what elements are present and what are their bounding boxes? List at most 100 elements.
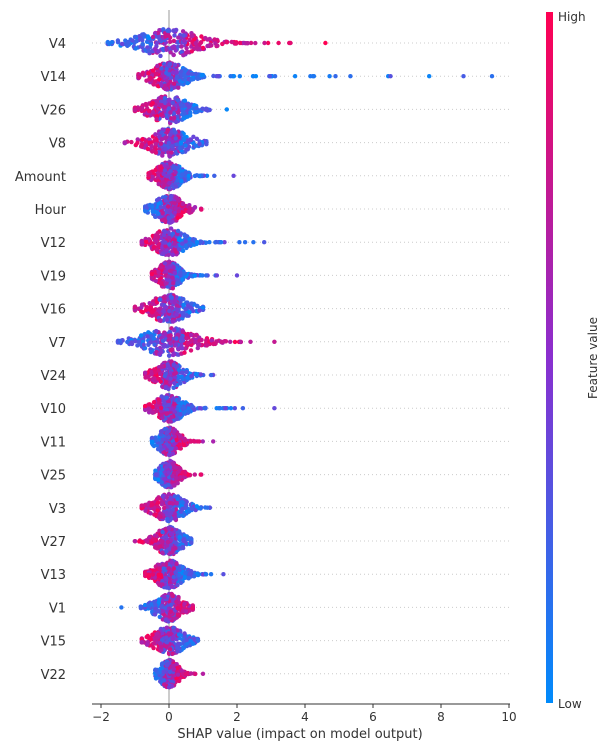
shap-point (194, 136, 200, 141)
shap-point (191, 134, 196, 139)
shap-point (189, 301, 194, 306)
shap-point (147, 140, 152, 145)
shap-point (151, 336, 157, 341)
shap-point (187, 310, 192, 315)
shap-point (154, 116, 159, 122)
shap-point (119, 605, 124, 610)
shap-point (174, 336, 179, 341)
shap-point (139, 239, 144, 245)
shap-point (146, 70, 151, 76)
shap-point (174, 142, 179, 147)
shap-point (129, 139, 134, 145)
shap-point (245, 41, 250, 46)
shap-point (184, 336, 189, 341)
shap-point (205, 505, 210, 510)
shap-point (461, 74, 466, 79)
shap-point (161, 562, 166, 567)
shap-point (184, 369, 189, 375)
shap-point (164, 543, 170, 548)
shap-point (221, 572, 226, 577)
shap-point (189, 506, 195, 511)
shap-point (133, 46, 138, 51)
shap-point (197, 406, 202, 411)
shap-point (166, 216, 172, 221)
shap-point (208, 372, 214, 378)
shap-point (198, 40, 204, 45)
shap-point (156, 243, 161, 249)
shap-point (188, 348, 194, 353)
shap-point (158, 141, 164, 146)
shap-point (165, 28, 170, 33)
shap-point (156, 181, 161, 187)
shap-point (168, 376, 173, 381)
shap-point (125, 339, 130, 345)
shap-point (242, 240, 248, 245)
shap-point (132, 539, 138, 544)
shap-point (171, 265, 176, 270)
shap-point (188, 110, 193, 115)
shap-point (237, 74, 242, 79)
shap-point (167, 452, 173, 458)
shap-point (167, 186, 172, 191)
shap-point (148, 511, 153, 516)
shap-point (158, 81, 164, 87)
shap-point (189, 404, 195, 409)
shap-point (173, 370, 179, 376)
shap-point (160, 338, 166, 344)
shap-point (139, 539, 144, 544)
shap-point (166, 470, 171, 475)
shap-point (198, 239, 204, 244)
shap-point (192, 573, 197, 579)
shap-point (173, 540, 179, 545)
shap-point (172, 381, 177, 386)
shap-point (165, 411, 170, 416)
shap-point (155, 500, 161, 505)
shap-point (153, 141, 158, 147)
shap-point (156, 269, 161, 275)
shap-point (164, 174, 170, 179)
shap-point (177, 573, 182, 578)
shap-point (150, 572, 155, 577)
shap-point (163, 484, 168, 489)
shap-point (184, 46, 189, 51)
shap-point (172, 241, 177, 246)
shap-point (139, 503, 144, 508)
shap-point (168, 419, 173, 424)
shap-point (164, 317, 170, 322)
shap-point (143, 239, 149, 244)
shap-point (174, 70, 179, 75)
shap-point (248, 339, 253, 344)
shap-point (172, 516, 178, 521)
shap-point (171, 52, 176, 58)
shap-point (143, 403, 148, 409)
shap-point (172, 494, 177, 499)
shap-point (161, 27, 166, 32)
shap-point (177, 433, 183, 438)
shap-point (175, 215, 180, 221)
shap-point (159, 66, 164, 71)
shap-point (153, 472, 159, 477)
shap-point (167, 97, 172, 102)
shap-point (193, 371, 199, 377)
shap-point (160, 550, 165, 555)
shap-point (168, 50, 173, 55)
shap-point (143, 571, 148, 576)
shap-point (160, 251, 166, 256)
shap-point (168, 510, 174, 516)
shap-point (170, 100, 175, 106)
shap-point (129, 340, 134, 345)
shap-point (193, 41, 198, 46)
shap-point (150, 68, 156, 73)
shap-point (166, 435, 171, 440)
shap-point (168, 531, 174, 537)
shap-point (265, 40, 271, 46)
shap-point (146, 342, 151, 347)
shap-point (152, 31, 158, 36)
shap-point (171, 362, 176, 367)
shap-point (178, 412, 183, 417)
shap-point (169, 560, 174, 565)
shap-point (154, 40, 159, 46)
shap-point (163, 86, 168, 92)
shap-point (149, 144, 154, 149)
shap-point (211, 73, 216, 79)
